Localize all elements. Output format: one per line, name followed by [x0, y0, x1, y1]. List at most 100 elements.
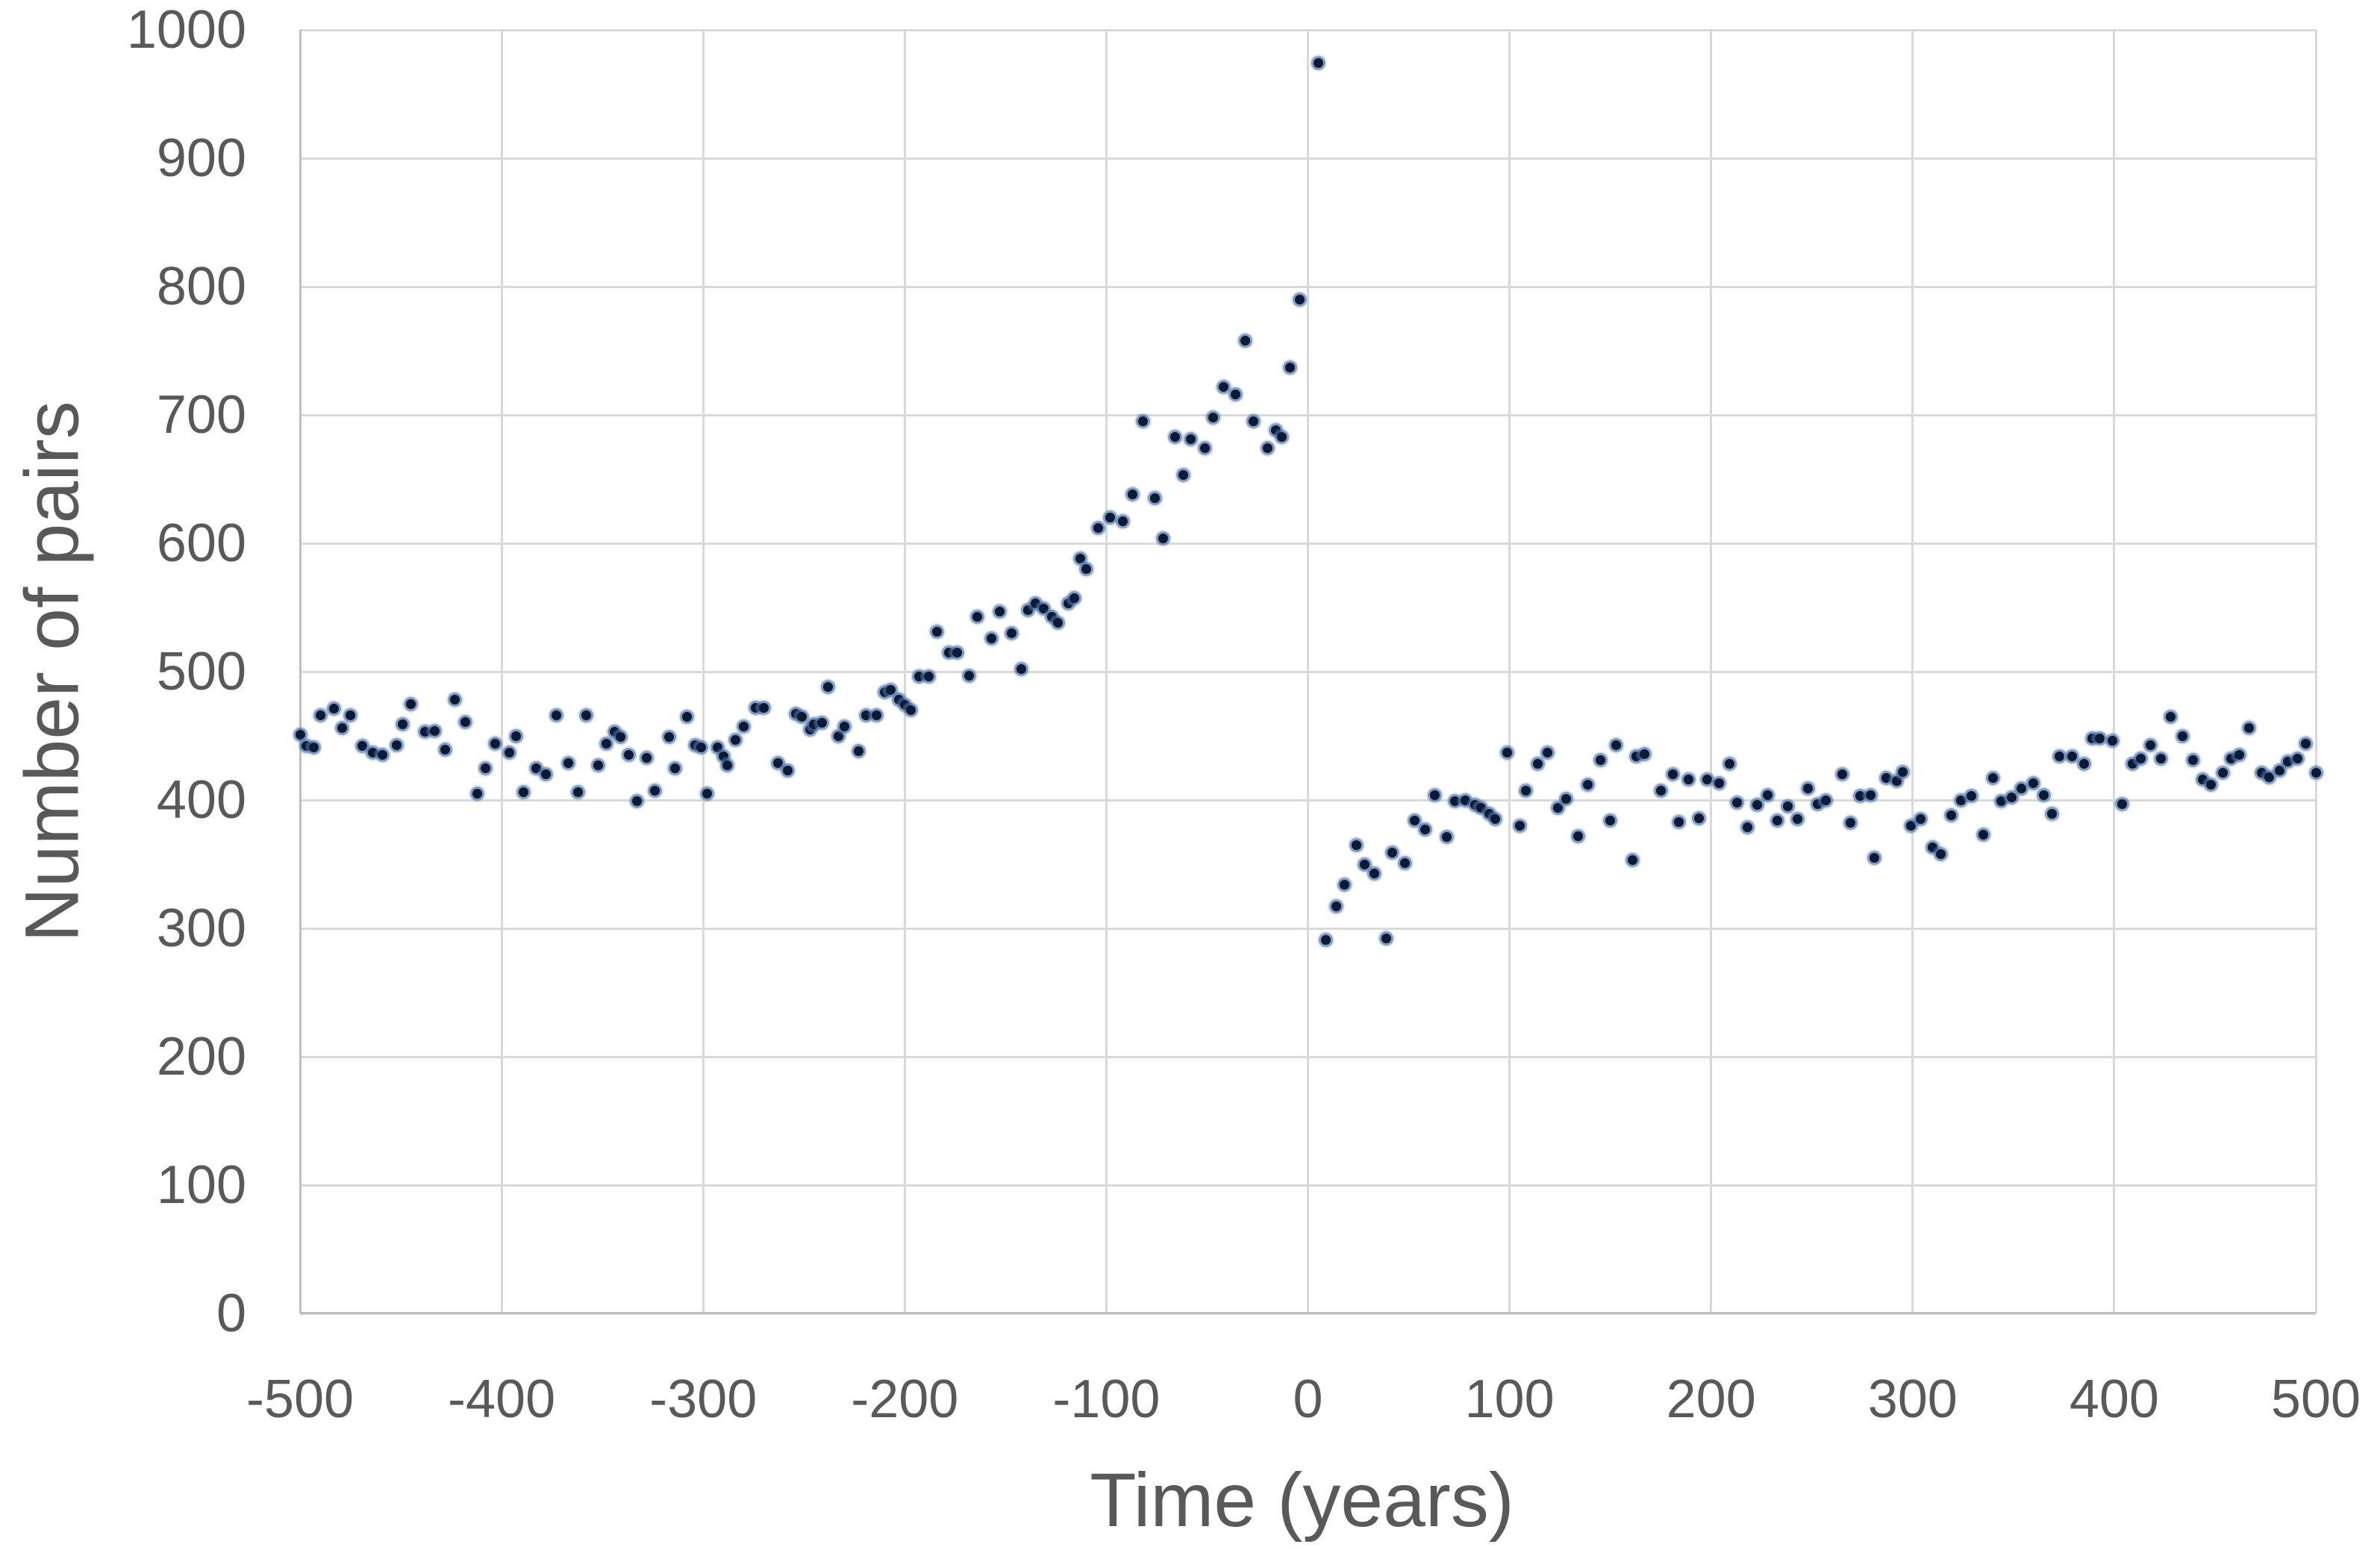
- data-point: [2282, 756, 2293, 766]
- data-point: [1502, 747, 1513, 757]
- data-point: [2234, 750, 2244, 760]
- data-point: [1158, 533, 1168, 543]
- data-point: [1149, 493, 1160, 504]
- data-point: [329, 704, 340, 714]
- data-point: [738, 722, 749, 732]
- data-point: [2187, 755, 2198, 766]
- data-point: [1667, 769, 1678, 780]
- x-tick-label: -100: [1052, 1369, 1161, 1429]
- data-point: [519, 787, 529, 798]
- grid-line-v: [500, 30, 503, 1313]
- data-point: [563, 757, 573, 768]
- data-point: [1276, 431, 1287, 442]
- data-point: [1742, 822, 1752, 832]
- y-tick-label: 500: [156, 642, 246, 702]
- data-point: [1137, 416, 1148, 427]
- data-point: [2256, 768, 2267, 778]
- data-point: [663, 732, 674, 743]
- y-tick-label: 600: [156, 513, 246, 573]
- data-point: [1956, 795, 1967, 805]
- data-point: [541, 769, 552, 780]
- grid-line-v: [1307, 30, 1309, 1313]
- data-point: [1802, 784, 1813, 794]
- data-point: [1916, 814, 1926, 825]
- data-point: [1946, 810, 1956, 821]
- data-point: [623, 750, 634, 760]
- data-point: [2078, 759, 2089, 769]
- data-point: [1996, 796, 2007, 807]
- data-point: [450, 695, 460, 705]
- data-point: [1053, 618, 1063, 628]
- data-point: [797, 711, 808, 722]
- data-point: [1605, 816, 1616, 826]
- data-point: [1313, 58, 1323, 69]
- data-point: [1772, 816, 1783, 826]
- data-point: [2206, 779, 2217, 790]
- data-point: [758, 702, 769, 713]
- data-point: [853, 746, 863, 757]
- data-point: [2244, 723, 2255, 734]
- data-point: [1532, 759, 1543, 769]
- grid-line-v: [2314, 30, 2317, 1313]
- data-point: [642, 752, 652, 763]
- data-point: [809, 719, 819, 730]
- data-point: [490, 738, 501, 749]
- data-point: [1627, 855, 1637, 866]
- data-point: [1093, 522, 1104, 533]
- grid-line-v: [1911, 30, 1914, 1313]
- data-point: [1105, 513, 1116, 523]
- data-point: [1978, 829, 1988, 840]
- data-point: [1793, 814, 1803, 825]
- y-tick-label: 300: [156, 899, 246, 958]
- data-point: [712, 742, 722, 752]
- data-point: [1387, 848, 1398, 858]
- data-point: [783, 765, 793, 775]
- y-tick-label: 200: [156, 1027, 246, 1087]
- data-point: [2127, 759, 2137, 769]
- data-point: [551, 710, 561, 720]
- data-point: [2095, 733, 2105, 743]
- data-point: [1295, 294, 1305, 304]
- data-point: [944, 647, 955, 657]
- data-point: [1249, 416, 1259, 427]
- x-tick-label: -500: [246, 1369, 354, 1429]
- data-point: [1552, 802, 1563, 813]
- data-point: [1240, 335, 1251, 346]
- data-point: [2028, 778, 2039, 789]
- data-point: [1897, 766, 1908, 777]
- data-point: [602, 738, 612, 749]
- data-point: [1881, 773, 1892, 784]
- data-point: [472, 788, 483, 799]
- data-point: [2155, 754, 2166, 764]
- data-point: [1169, 431, 1180, 442]
- data-point: [357, 741, 368, 752]
- grid-line-v: [1508, 30, 1511, 1313]
- plot-area: [299, 28, 2317, 1315]
- data-point: [505, 747, 515, 757]
- data-point: [1514, 820, 1525, 831]
- data-point: [722, 760, 733, 771]
- data-point: [2274, 765, 2284, 775]
- data-point: [871, 710, 881, 720]
- data-point: [2146, 740, 2156, 750]
- data-point: [1869, 852, 1879, 863]
- x-tick-label: 0: [1293, 1369, 1323, 1429]
- data-point: [1543, 747, 1553, 757]
- x-tick-label: 100: [1464, 1369, 1555, 1429]
- data-point: [772, 757, 783, 768]
- data-point: [2293, 754, 2303, 764]
- y-tick-label: 100: [156, 1155, 246, 1215]
- data-point: [1186, 434, 1196, 445]
- data-point: [1006, 628, 1016, 638]
- data-point: [2017, 784, 2027, 794]
- data-point: [1039, 604, 1049, 614]
- data-point: [823, 682, 834, 693]
- data-point: [406, 699, 416, 709]
- data-point: [702, 788, 713, 799]
- data-point: [1572, 831, 1583, 841]
- data-point: [905, 705, 916, 716]
- grid-line-v: [1710, 30, 1713, 1313]
- data-point: [1732, 797, 1743, 807]
- data-point: [1381, 934, 1392, 944]
